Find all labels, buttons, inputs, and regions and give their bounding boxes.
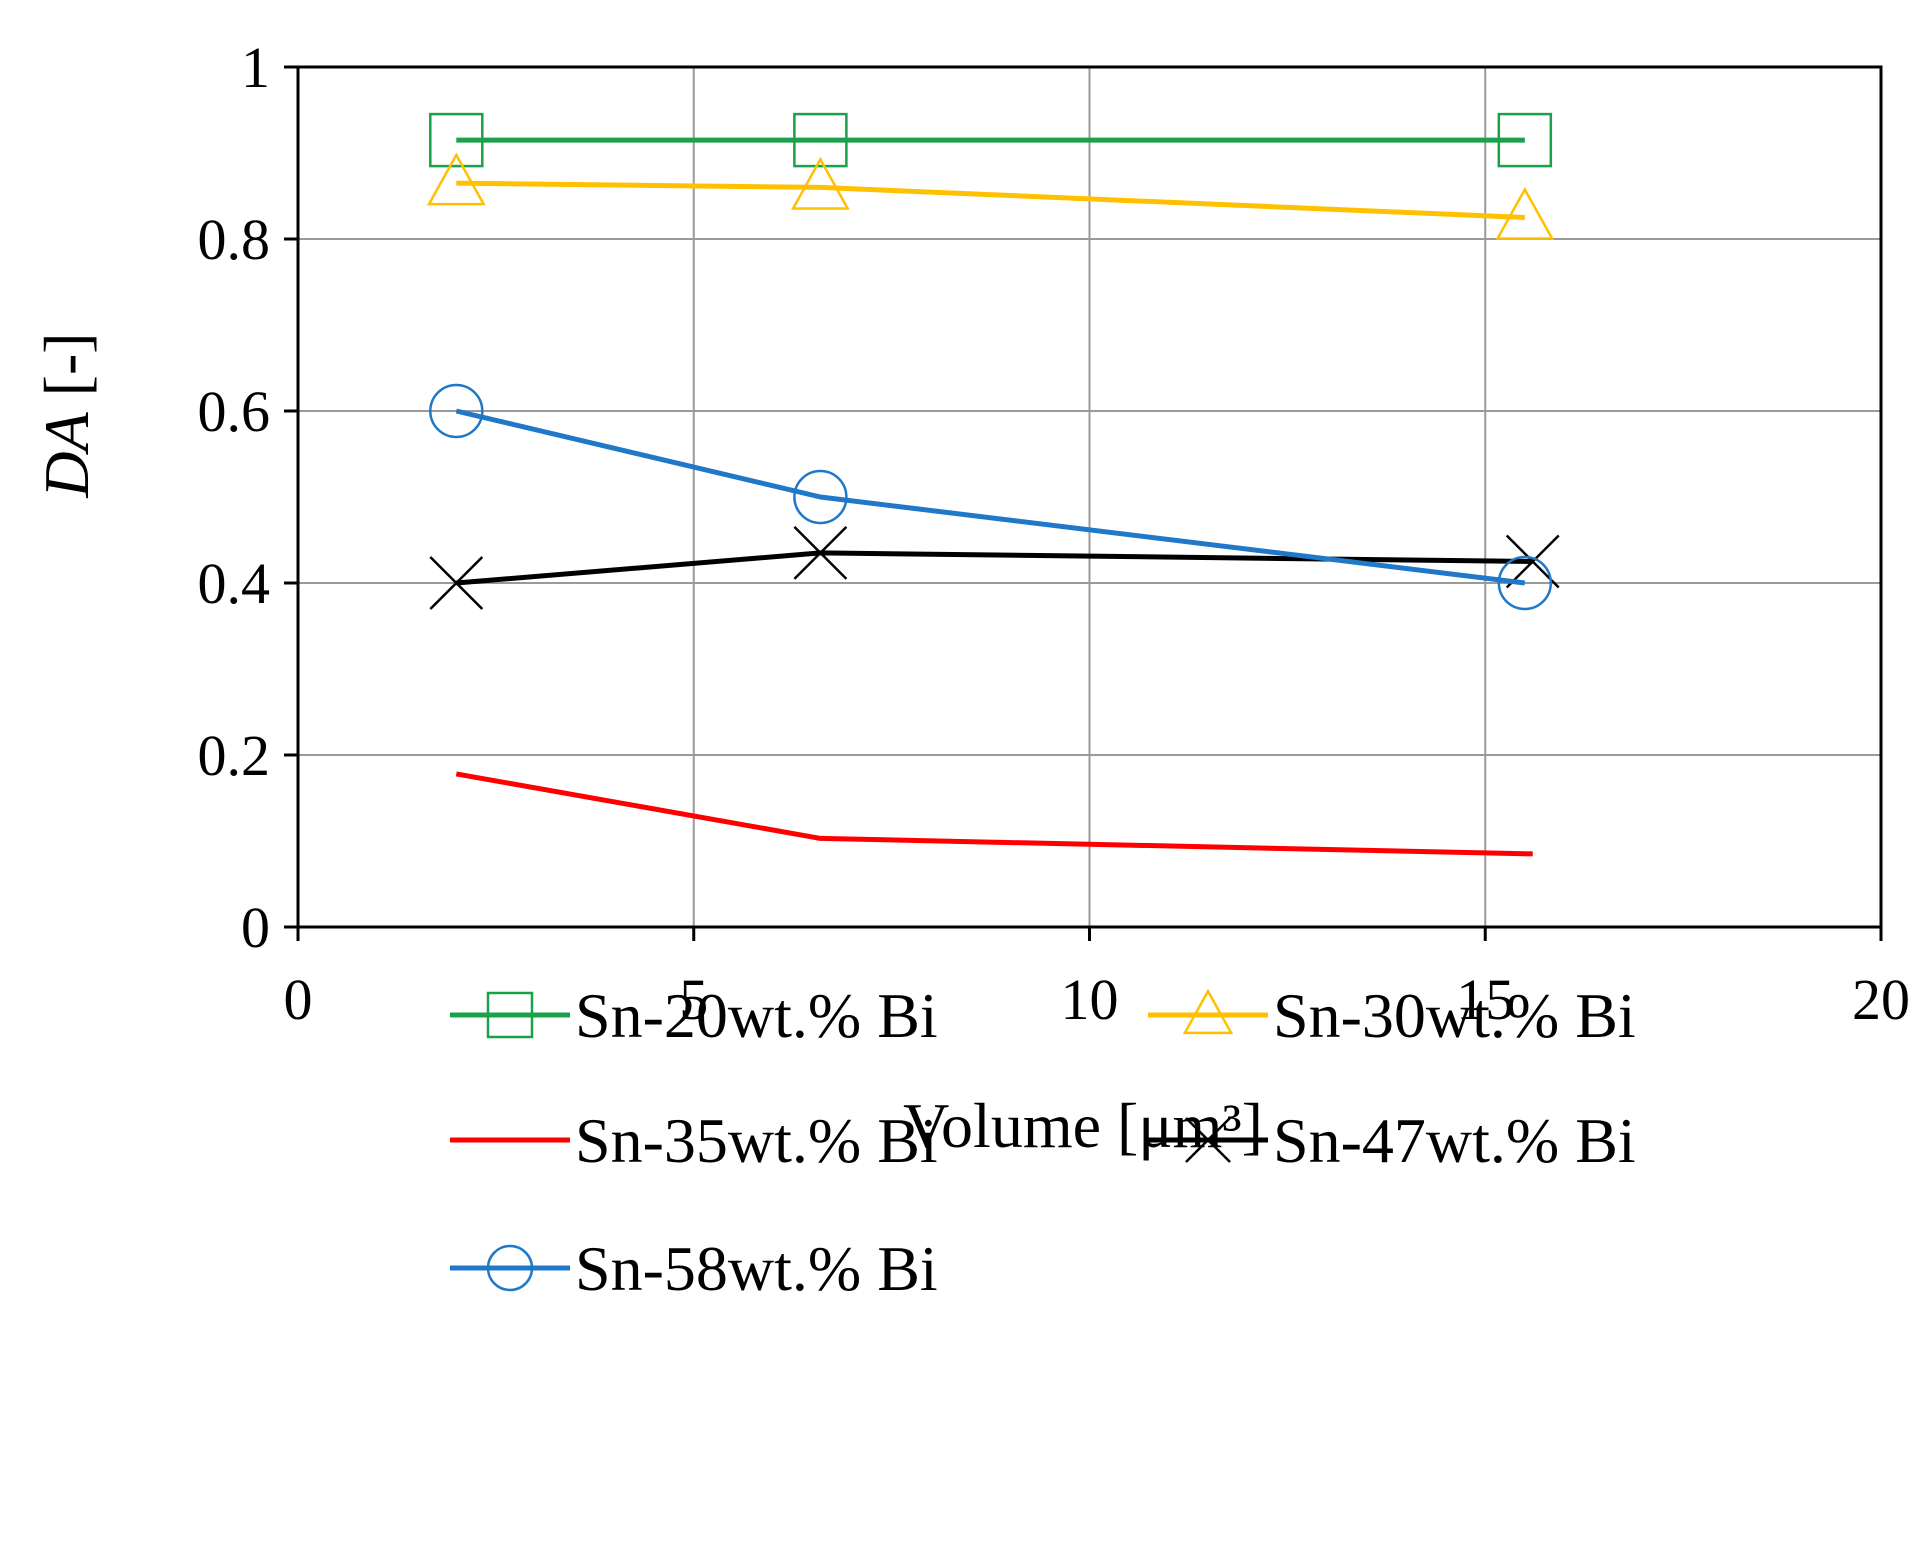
y-axis-title-unit: [-] — [31, 332, 102, 412]
legend-label: Sn-20wt.% Bi — [575, 980, 938, 1051]
series-line — [455, 408, 1526, 586]
data-point-marker — [793, 469, 848, 525]
legend-item: Sn-30wt.% Bi — [1148, 980, 1636, 1051]
axis-ticks: 0 5 10 15 20 0 0.2 0.4 0.6 0.8 1 — [198, 35, 1911, 1032]
y-axis-title-italic: DA — [31, 411, 102, 498]
legend-item: Sn-47wt.% Bi — [1148, 1105, 1636, 1176]
legend-item: Sn-20wt.% Bi — [450, 980, 938, 1051]
y-tick-label: 0.2 — [198, 723, 271, 788]
legend-swatch-marker — [486, 1244, 534, 1292]
series-sn-30wt-bi — [426, 152, 1555, 240]
legend-label: Sn-47wt.% Bi — [1273, 1105, 1636, 1176]
legend-swatch-marker — [1182, 988, 1234, 1035]
y-axis-title: DA [-] — [31, 332, 102, 498]
series-sn-35wt-bi — [455, 771, 1533, 857]
data-point-marker — [426, 152, 486, 206]
x-tick-label: 0 — [284, 967, 313, 1032]
series-sn-20wt-bi — [429, 112, 1553, 168]
series-line — [456, 180, 1525, 220]
y-tick-label: 1 — [241, 35, 270, 100]
y-tick-label: 0.8 — [198, 207, 271, 272]
legend-item: Sn-35wt.% Bi — [450, 1105, 938, 1176]
y-tick-label: 0.6 — [198, 379, 271, 444]
data-point-marker — [429, 383, 484, 439]
legend-label: Sn-58wt.% Bi — [575, 1233, 938, 1304]
legend-label: Sn-30wt.% Bi — [1273, 980, 1636, 1051]
x-tick-label: 5 — [679, 967, 708, 1032]
x-tick-label: 10 — [1061, 967, 1119, 1032]
series-line — [456, 550, 1533, 586]
legend: Sn-20wt.% Bi Sn-30wt.% Bi Sn-35wt.% Bi Sn-4… — [450, 980, 1636, 1304]
y-tick-label: 0.4 — [198, 551, 271, 616]
y-tick-label: 0 — [241, 895, 270, 960]
data-point-marker — [1497, 112, 1553, 168]
data-point-marker — [429, 556, 484, 610]
legend-swatch-marker — [1185, 1117, 1231, 1163]
data-point-marker — [429, 112, 484, 168]
series-sn-58wt-bi — [429, 383, 1553, 611]
series-layer — [426, 112, 1560, 857]
grid-lines — [298, 67, 1881, 927]
data-point-marker — [793, 526, 848, 580]
data-point-marker — [790, 156, 850, 210]
legend-swatch-marker — [486, 991, 534, 1039]
x-axis-title: Volume [μm³] — [903, 1090, 1263, 1161]
x-tick-label: 20 — [1852, 967, 1910, 1032]
data-point-marker — [793, 112, 848, 168]
legend-label: Sn-35wt.% Bi — [575, 1105, 938, 1176]
x-tick-label: 15 — [1456, 967, 1514, 1032]
legend-item: Sn-58wt.% Bi — [450, 1233, 938, 1304]
series-line — [455, 771, 1533, 857]
data-point-marker — [1497, 555, 1553, 611]
data-point-marker — [1495, 186, 1555, 240]
